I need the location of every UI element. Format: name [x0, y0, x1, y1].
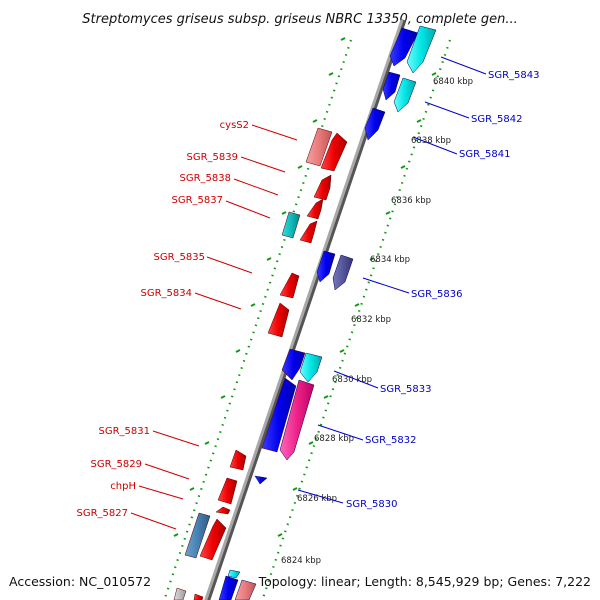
gene-arrow[interactable]: [316, 250, 336, 283]
gene-label[interactable]: SGR_5834: [141, 288, 193, 299]
gene-arrow[interactable]: [406, 25, 437, 74]
gene-arrow[interactable]: [279, 379, 315, 461]
gene-arrow[interactable]: [389, 27, 419, 67]
gene-label[interactable]: SGR_5843: [488, 70, 540, 81]
gene-label[interactable]: cysS2: [220, 120, 249, 131]
right-gene-labels: SGR_5843 SGR_5842 SGR_5841 SGR_5836 SGR_…: [346, 70, 540, 510]
scale-label: 6830 kbp: [332, 375, 372, 385]
accession-text: Accession: NC_010572: [9, 574, 151, 589]
topology-summary: Topology: linear; Length: 8,545,929 bp; …: [258, 574, 591, 589]
scale-label: 6836 kbp: [391, 196, 431, 206]
gene-label[interactable]: SGR_5827: [77, 508, 129, 519]
scale-label: 6832 kbp: [351, 315, 391, 325]
gene-arrow[interactable]: [393, 77, 417, 113]
reverse-genes: [218, 25, 437, 600]
gene-arrow[interactable]: [261, 377, 297, 453]
gene-label[interactable]: SGR_5837: [172, 195, 224, 206]
gene-arrow[interactable]: [281, 348, 306, 381]
gene-label[interactable]: SGR_5830: [346, 499, 398, 510]
right-ruler-line: [261, 39, 452, 599]
gene-arrow[interactable]: [193, 593, 204, 600]
gene-label[interactable]: SGR_5841: [459, 149, 511, 160]
scale-label: 6834 kbp: [370, 255, 410, 265]
gene-arrow[interactable]: [254, 475, 268, 485]
gene-arrow[interactable]: [305, 127, 333, 167]
scale-label: 6824 kbp: [281, 556, 321, 566]
gene-arrow[interactable]: [229, 449, 247, 471]
right-label-lines: [297, 56, 487, 504]
gene-arrow[interactable]: [173, 587, 187, 600]
gene-label[interactable]: SGR_5836: [411, 289, 463, 300]
gene-label[interactable]: SGR_5832: [365, 435, 417, 446]
gene-arrow[interactable]: [299, 352, 323, 383]
forward-genes: [173, 127, 348, 600]
genome-backbone: [204, 19, 404, 600]
gene-arrow[interactable]: [299, 220, 318, 244]
gene-arrow[interactable]: [199, 518, 227, 561]
gene-arrow[interactable]: [217, 477, 238, 505]
gene-arrow[interactable]: [215, 506, 231, 515]
gene-arrow[interactable]: [184, 512, 211, 559]
gene-label[interactable]: SGR_5831: [99, 426, 151, 437]
gene-arrow[interactable]: [279, 272, 300, 299]
gene-arrow[interactable]: [218, 575, 239, 600]
left-label-lines: [130, 124, 298, 530]
gene-label[interactable]: SGR_5829: [91, 459, 143, 470]
scale-label: 6828 kbp: [314, 434, 354, 444]
scale-label: 6838 kbp: [411, 136, 451, 146]
left-ruler-line: [163, 39, 353, 599]
scale-ticks: [173, 37, 437, 537]
gene-label[interactable]: SGR_5833: [380, 384, 432, 395]
scale-label: 6840 kbp: [433, 77, 473, 87]
gene-label[interactable]: chpH: [110, 481, 136, 492]
gene-arrow[interactable]: [364, 107, 386, 141]
gene-arrow[interactable]: [227, 569, 241, 579]
gene-label[interactable]: SGR_5839: [187, 152, 239, 163]
gene-arrow[interactable]: [234, 579, 257, 600]
scale-label: 6826 kbp: [297, 494, 337, 504]
left-gene-labels: cysS2 SGR_5839 SGR_5838 SGR_5837 SGR_583…: [77, 120, 250, 519]
gene-arrow[interactable]: [281, 211, 301, 239]
gene-label[interactable]: SGR_5835: [154, 252, 206, 263]
map-title: Streptomyces griseus subsp. griseus NBRC…: [82, 12, 517, 27]
gene-arrow[interactable]: [332, 254, 354, 291]
gene-arrow[interactable]: [306, 198, 324, 220]
gene-arrow[interactable]: [267, 302, 290, 338]
gene-arrow[interactable]: [320, 132, 348, 172]
gene-arrow[interactable]: [382, 71, 401, 101]
gene-label[interactable]: SGR_5838: [180, 173, 232, 184]
gene-arrow[interactable]: [313, 174, 332, 201]
gene-label[interactable]: SGR_5842: [471, 114, 523, 125]
